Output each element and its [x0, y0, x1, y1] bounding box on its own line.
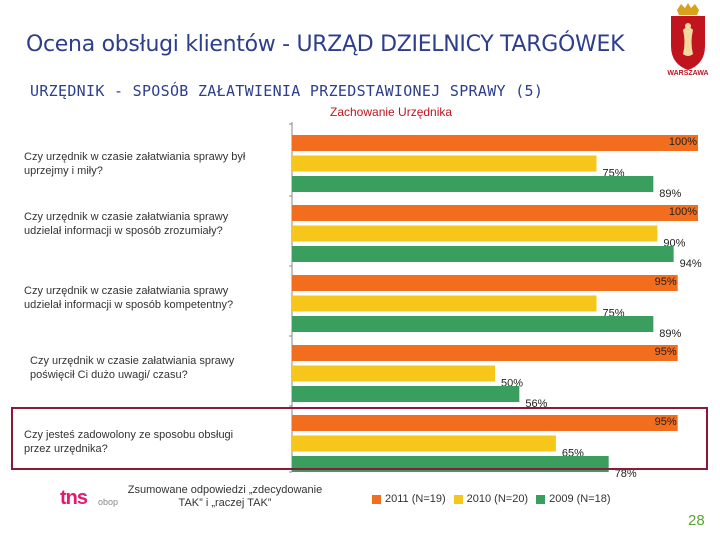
highlight-frame — [11, 407, 708, 470]
legend-item-2010: 2010 (N=20) — [453, 493, 529, 505]
legend-swatch-2011 — [372, 494, 381, 504]
category-label-q2: Czy urzędnik w czasie załatwiania sprawy… — [24, 211, 229, 237]
bar-2010-q2 — [292, 225, 658, 242]
data-label-2011-q4: 95% — [655, 346, 677, 358]
bar-2011-q2 — [292, 205, 698, 221]
page-number: 28 — [688, 512, 705, 529]
category-label-q4: Czy urzędnik w czasie załatwiania sprawy… — [30, 355, 235, 381]
bar-2010-q3 — [292, 295, 597, 312]
data-label-2009-q5: 78% — [615, 468, 637, 480]
chart-title: Zachowanie Urzędnika — [330, 105, 453, 119]
data-label-2009-q2: 94% — [680, 258, 702, 270]
chart-legend: 2011 (N=19) 2010 (N=20) 2009 (N=18) — [372, 493, 611, 505]
legend-item-2011: 2011 (N=19) — [372, 493, 446, 505]
bar-2009-q1 — [292, 176, 654, 192]
footnote: Zsumowane odpowiedzi „zdecydowanie TAK” … — [127, 484, 323, 509]
page-subtitle: URZĘDNIK - SPOSÓB ZAŁATWIENIA PRZEDSTAWI… — [30, 82, 544, 100]
bar-2009-q4 — [292, 386, 520, 402]
legend-label-2011: 2011 (N=19) — [385, 493, 446, 505]
bar-2010-q4 — [292, 365, 495, 382]
bar-2010-q5 — [292, 435, 556, 452]
bar-2009-q2 — [292, 246, 674, 262]
bar-2011-q3 — [292, 275, 678, 291]
legend-swatch-2009 — [536, 494, 546, 504]
bar-2011-q1 — [292, 135, 698, 151]
tns-logo-sub: obop — [98, 497, 119, 507]
category-label-q3: Czy urzędnik w czasie załatwiania sprawy… — [24, 285, 234, 311]
bar-2010-q1 — [292, 155, 597, 172]
data-label-2009-q3: 89% — [659, 328, 681, 340]
data-label-2011-q1: 100% — [669, 136, 697, 148]
logo-caption: WARSZAWA — [667, 70, 709, 77]
tns-logo: tns — [60, 487, 88, 509]
data-label-2011-q3: 95% — [655, 276, 677, 288]
bar-2009-q3 — [292, 316, 654, 332]
warszawa-crest-icon — [671, 3, 705, 70]
legend-swatch-2010 — [453, 494, 463, 504]
data-label-2011-q2: 100% — [669, 206, 697, 218]
legend-item-2009: 2009 (N=18) — [536, 493, 611, 505]
bar-2011-q5 — [292, 415, 678, 431]
page-title: Ocena obsługi klientów - URZĄD DZIELNICY… — [26, 32, 625, 57]
legend-label-2009: 2009 (N=18) — [549, 493, 611, 505]
category-label-q1: Czy urzędnik w czasie załatwiania sprawy… — [24, 151, 246, 177]
data-label-2009-q1: 89% — [659, 188, 681, 200]
bar-2011-q4 — [292, 345, 678, 361]
category-label-q5: Czy jesteś zadowolony ze sposobu obsługi… — [24, 429, 234, 455]
data-label-2011-q5: 95% — [655, 416, 677, 428]
legend-label-2010: 2010 (N=20) — [466, 493, 529, 505]
